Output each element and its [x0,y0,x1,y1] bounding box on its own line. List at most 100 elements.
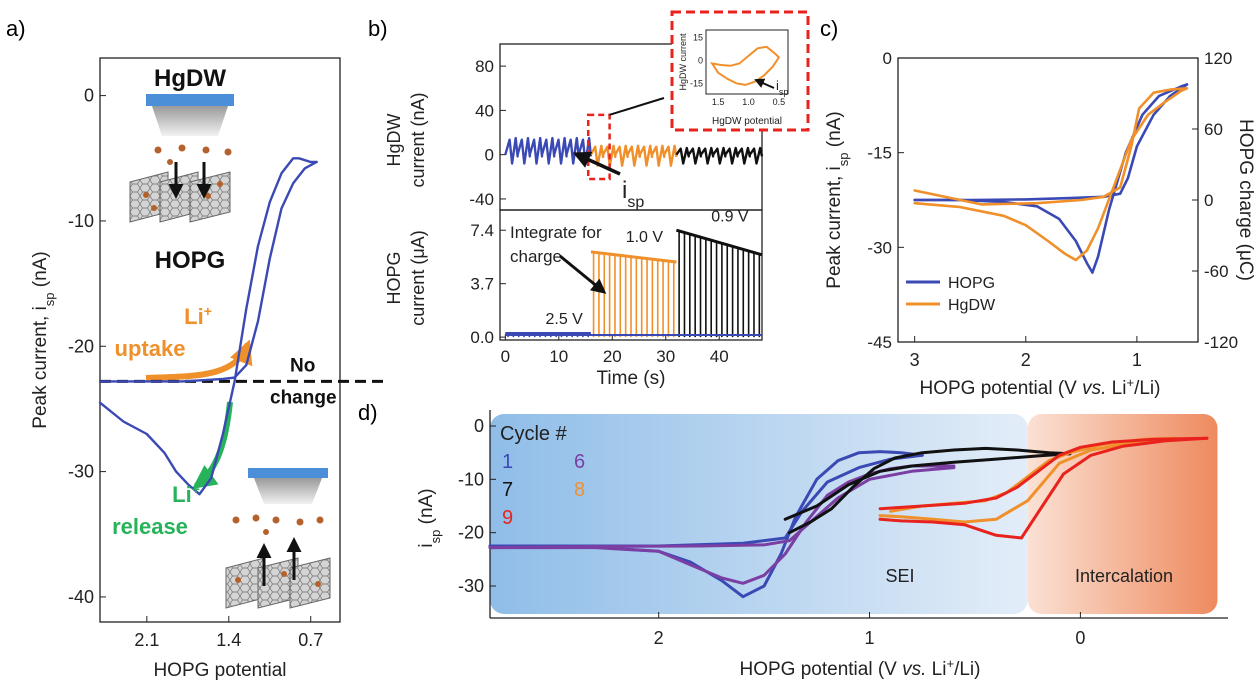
y-tick-label: -30 [458,576,484,596]
panel-d-series-8-7 [878,437,1177,524]
x-tick-label: 1.4 [216,630,241,650]
x-tick-label: 0.7 [298,630,323,650]
panel-b-bottom-frame [499,209,763,341]
panel-c-series-HgDW-3 [913,87,1189,206]
panel-d-series-6-3 [488,466,956,550]
x-axis-label: HOPG potential [153,660,286,681]
isp-arrow [572,151,621,176]
pulse-voltage-label: 2.5 V [545,311,583,328]
y-tick-label: 3.7 [470,275,494,294]
pulse-voltage-label: 1.0 V [626,229,664,246]
inset-x-label: HgDW potential [712,116,782,127]
y-tick-label: 0 [474,416,484,436]
sawtooth-black-2 [675,146,764,165]
panel-c-series-HOPG-1 [913,83,1189,202]
y-tick-label: 0 [485,146,494,165]
inset-x-tick-label: 1.0 [742,97,755,107]
inset-connector [609,97,665,116]
y-tick-label: 80 [475,57,494,76]
legend-cycle-label: 8 [574,479,585,501]
x-tick-label: 40 [710,347,729,366]
y-axis-label: isp (nA) [416,488,443,547]
legend-title: Cycle # [500,423,568,445]
sawtooth-blue-0 [504,136,593,165]
x-tick-label: 2.1 [134,630,159,650]
x-tick-label: 2 [1021,350,1031,370]
panel-a-series-blue-1 [98,160,318,383]
inset-isp-arrow [754,78,775,89]
y-tick-label: 7.4 [470,221,494,240]
hgdw-tip-bottom-icon [248,468,328,478]
pulse-envelope-black-2 [675,228,763,257]
y2-tick-label: 0 [1204,191,1213,210]
y-tick-label: 0 [84,86,94,106]
y-tick-label: -20 [68,336,94,356]
panel-b: 80 40 0 -40 HgDW current (nA) isp 15 0 -15 1.5 1.0 0… [384,10,810,389]
y-tick-label: -10 [68,211,94,231]
integrate-annotation: Integrate for [510,223,602,242]
panel-label-a: a) [6,16,26,41]
panel-a-series-blue-0 [98,157,318,496]
inset-x-tick-label: 0.5 [773,97,786,107]
li-ions-icon [154,144,232,165]
li-release-label: Li+ [172,481,200,507]
inset-y-tick-label: -15 [690,78,703,88]
legend-cycle-label: 6 [574,451,585,473]
y2-axis-label: HOPG charge (μC) [1235,119,1256,281]
no-change-label: change [270,387,337,408]
y-tick-label: -45 [867,333,892,352]
x-tick-label: 3 [910,350,920,370]
panel-a-frame [99,57,341,623]
inset-series [710,45,781,86]
integrate-arrow [559,254,607,294]
legend-label: HOPG [948,275,995,292]
integrate-annotation: charge [510,247,562,266]
y-axis-label: Peak current, isp (nA) [30,251,57,428]
hgdw-tip-body-icon [152,106,228,136]
y-axis-label-top: current (nA) [408,92,428,187]
region-intercalation-label: Intercalation [1075,566,1173,586]
y-axis-label: Peak current, isp (nA) [824,111,851,288]
inset-axes [705,29,789,95]
x-axis-label: HOPG potential (V vs. Li+/Li) [920,375,1161,400]
inset-y-tick-label: 15 [693,33,703,43]
panel-d-series-7-5 [783,452,1072,521]
x-tick-label: 20 [603,347,622,366]
x-tick-label: 0 [1075,628,1085,648]
region-sei [490,414,1028,614]
panel-label-b: b) [368,16,388,41]
x-tick-label: 0 [501,347,510,366]
legend-cycle-label: 1 [502,451,513,473]
panel-d-series-9-9 [878,436,1209,540]
li-uptake-label: Li+ [184,303,212,329]
inset-frame [670,10,810,132]
y2-tick-label: -60 [1204,262,1229,281]
region-sei-label: SEI [885,566,914,586]
y-tick-label: -40 [469,190,494,209]
x-tick-label: 30 [656,347,675,366]
hopg-electrode-icon [129,171,231,223]
x-tick-label: 2 [654,628,664,648]
highlight-box [586,113,611,181]
y-tick-label: 40 [475,101,494,120]
isp-label: isp [622,177,644,211]
hopg-electrode-bottom-icon [225,557,331,609]
y-tick-label: -15 [867,144,892,163]
y2-tick-label: -120 [1204,333,1238,352]
y-tick-label: -30 [867,238,892,257]
panel-label-d: d) [358,400,378,425]
x-tick-label: 1 [1132,350,1142,370]
release-label: release [112,514,188,539]
hgdw-label: HgDW [154,65,226,92]
y-tick-label: 0 [883,49,892,68]
panel-d-series-9-8 [878,436,1209,511]
y-tick-label: -20 [458,523,484,543]
y-tick-label: 0.0 [470,328,494,347]
x-tick-label: 1 [865,628,875,648]
y-tick-label: -30 [68,462,94,482]
y-tick-label: -10 [458,469,484,489]
y2-tick-label: 120 [1204,49,1232,68]
inset-y-tick-label: 0 [698,55,703,65]
